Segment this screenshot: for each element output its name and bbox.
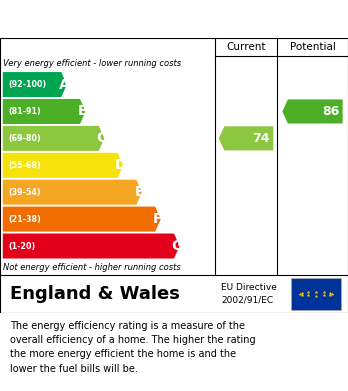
Polygon shape [3,233,180,258]
Text: Energy Efficiency Rating: Energy Efficiency Rating [10,11,220,27]
Polygon shape [3,126,104,151]
Polygon shape [3,99,86,124]
Text: (39-54): (39-54) [8,188,41,197]
Text: The energy efficiency rating is a measure of the
overall efficiency of a home. T: The energy efficiency rating is a measur… [10,321,256,374]
Text: Current: Current [226,42,266,52]
Text: B: B [78,104,88,118]
Text: Not energy efficient - higher running costs: Not energy efficient - higher running co… [3,263,181,272]
Text: (1-20): (1-20) [8,242,35,251]
Text: (55-68): (55-68) [8,161,41,170]
Bar [291,278,341,310]
Text: (92-100): (92-100) [8,80,46,89]
Polygon shape [3,206,161,231]
Text: C: C [96,131,107,145]
Text: G: G [171,239,182,253]
Text: 74: 74 [252,132,270,145]
Polygon shape [282,99,343,124]
Text: (69-80): (69-80) [8,134,41,143]
Text: E: E [134,185,144,199]
Text: (81-91): (81-91) [8,107,41,116]
Text: (21-38): (21-38) [8,215,41,224]
Polygon shape [3,180,142,205]
Text: D: D [114,158,126,172]
Text: England & Wales: England & Wales [10,285,180,303]
Text: A: A [59,77,69,91]
Text: 86: 86 [322,105,339,118]
Text: F: F [153,212,163,226]
Text: Potential: Potential [290,42,335,52]
Polygon shape [219,126,273,151]
Text: EU Directive
2002/91/EC: EU Directive 2002/91/EC [221,283,277,304]
Polygon shape [3,153,123,178]
Text: Very energy efficient - lower running costs: Very energy efficient - lower running co… [3,59,182,68]
Polygon shape [3,72,67,97]
